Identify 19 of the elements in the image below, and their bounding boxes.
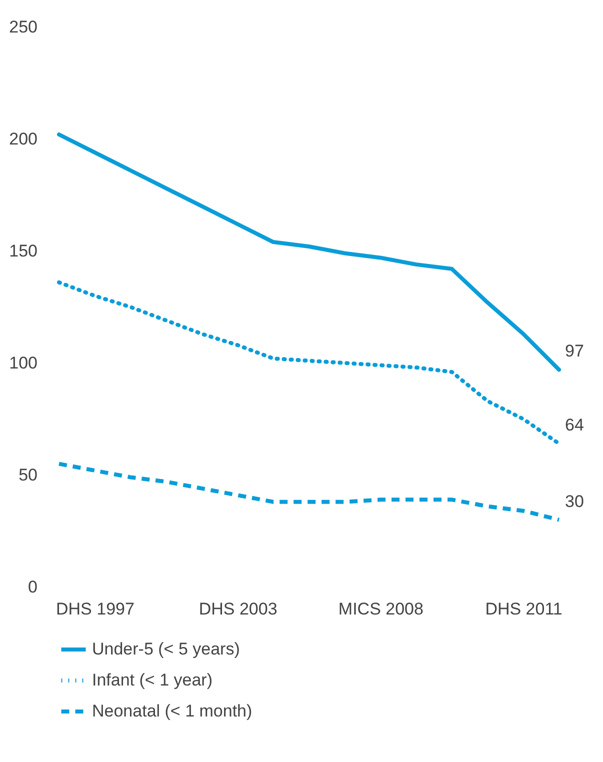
y-tick-label: 200 [9, 130, 38, 148]
x-tick-label: MICS 2008 [338, 600, 424, 618]
x-tick-label: DHS 2011 [485, 600, 562, 618]
y-tick-label: 100 [9, 354, 38, 372]
y-tick-label: 0 [28, 578, 38, 596]
y-tick-label: 250 [9, 18, 38, 36]
data-label: 97 [565, 342, 584, 361]
x-tick-label: DHS 1997 [56, 600, 134, 618]
legend-label: Infant (< 1 year) [92, 670, 212, 690]
y-tick-label: 150 [9, 242, 38, 260]
x-tick-label: DHS 2003 [198, 600, 278, 618]
line-series [57, 132, 561, 372]
line-series [57, 280, 561, 446]
y-tick-label: 50 [18, 466, 38, 484]
line-series [57, 462, 561, 522]
legend-label: Neonatal (< 1 month) [92, 702, 252, 720]
data-label: 64 [565, 416, 584, 435]
legend-label: Under-5 (< 5 years) [92, 640, 240, 658]
data-label: 30 [565, 492, 584, 511]
